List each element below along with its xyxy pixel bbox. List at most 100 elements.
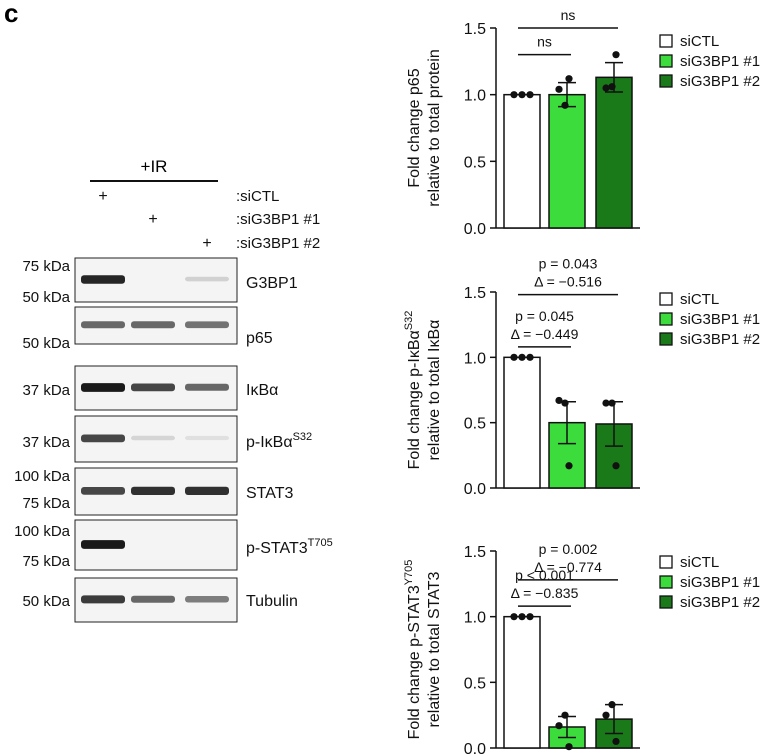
- data-point-bar1-3: [526, 353, 534, 361]
- blot-label-7: Tubulin: [246, 593, 298, 610]
- y-axis-label-line1: Fold change p65: [406, 68, 423, 187]
- band-row2-lane3: [185, 321, 229, 329]
- bar-3: [595, 76, 633, 229]
- condition-mark-2: +: [148, 211, 157, 228]
- significance-label-2-1: ns: [561, 7, 576, 23]
- data-point-bar3-2: [602, 84, 610, 92]
- data-point-bar1-3: [526, 613, 534, 621]
- legend-swatch-3: [659, 332, 673, 346]
- data-point-bar1-2: [518, 613, 526, 621]
- band-row6-lane1: [81, 540, 125, 549]
- condition-label-2: :siG3BP1 #1: [236, 211, 320, 228]
- y-tick-label: 1.0: [464, 88, 486, 105]
- band-row1-lane1: [81, 275, 125, 284]
- y-tick-label: 0.0: [464, 221, 486, 238]
- band-row5-lane3: [185, 486, 229, 496]
- y-axis-label: Fold change p-STAT3Y705 relative to total…: [403, 560, 443, 740]
- data-point-bar2-2: [555, 85, 563, 93]
- band-row4-lane1: [81, 434, 125, 443]
- y-tick-label: 0.5: [464, 416, 486, 433]
- legend-label-3: siG3BP1 #2: [680, 73, 760, 90]
- y-tick-label: 0.5: [464, 675, 486, 692]
- y-tick-label: 0.5: [464, 154, 486, 171]
- blot-label-3-name: IκBα: [246, 382, 278, 399]
- mw-marker-row4-1: 37 kDa: [22, 434, 70, 451]
- legend-swatch-1: [659, 292, 673, 306]
- condition-mark-3: +: [202, 235, 211, 252]
- band-row4-lane3: [185, 435, 229, 441]
- mw-marker-row5-1: 100 kDa: [14, 468, 71, 485]
- y-tick-label: 0.0: [464, 741, 486, 756]
- legend-label-2: siG3BP1 #1: [680, 574, 760, 591]
- data-point-bar3-3: [612, 462, 620, 470]
- legend-label-1: siCTL: [680, 291, 719, 308]
- data-point-bar2-2: [555, 396, 563, 405]
- y-axis-label-line1: Fold change p-STAT3Y705: [403, 560, 423, 740]
- band-row3-lane1: [81, 383, 125, 392]
- band-row5-lane2: [131, 486, 175, 496]
- blot-label-6-sup: T705: [308, 537, 333, 549]
- legend-swatch-1: [659, 555, 673, 569]
- blot-label-5-name: STAT3: [246, 485, 294, 502]
- band-row2-lane1: [81, 321, 125, 329]
- mw-marker-row3-1: 37 kDa: [22, 382, 70, 399]
- mw-marker-row1-2: 50 kDa: [22, 289, 70, 306]
- significance-label-1-2: Δ = −0.449: [511, 326, 579, 342]
- data-point-bar3-2: [602, 711, 610, 719]
- band-row1-lane3: [185, 276, 229, 282]
- blot-label-7-name: Tubulin: [246, 593, 298, 610]
- y-axis-label-sup: S32: [403, 311, 415, 331]
- mw-marker-row1-1: 75 kDa: [22, 258, 70, 275]
- significance-label-2-2: Δ = −0.516: [534, 274, 602, 290]
- y-axis-label-line1: Fold change p-IκBαS32: [403, 311, 423, 470]
- y-axis-label-sup: Y705: [403, 560, 415, 586]
- band-row7-lane2: [131, 595, 175, 603]
- data-point-bar1-1: [510, 613, 518, 621]
- band-row3-lane3: [185, 383, 229, 391]
- legend-label-3: siG3BP1 #2: [680, 594, 760, 611]
- data-point-bar2-2: [555, 722, 563, 730]
- data-point-bar3-1: [608, 83, 616, 91]
- legend-swatch-2: [659, 312, 673, 326]
- condition-label-1: :siCTL: [236, 188, 279, 205]
- data-point-bar3-1: [608, 701, 616, 709]
- treatment-label: +IR: [141, 157, 168, 176]
- blot-label-1: G3BP1: [246, 275, 298, 292]
- significance-label-2-2: Δ = −0.774: [534, 559, 602, 575]
- band-row7-lane3: [185, 596, 229, 603]
- data-point-bar3-3: [612, 51, 620, 59]
- data-point-bar2-1: [561, 711, 569, 719]
- panel-letter: c: [4, 0, 18, 28]
- data-point-bar1-2: [518, 353, 526, 361]
- legend-swatch-3: [659, 74, 673, 88]
- legend-swatch-2: [659, 54, 673, 68]
- band-row7-lane1: [81, 595, 125, 604]
- legend-label-1: siCTL: [680, 33, 719, 50]
- mw-marker-row7-1: 50 kDa: [22, 593, 70, 610]
- y-axis-label-line2: relative to total IκBα: [426, 320, 443, 461]
- bar-1: [503, 615, 541, 749]
- y-axis-label: Fold change p-IκBαS32 relative to total I…: [403, 311, 443, 470]
- blot-label-4: p-IκBαS32: [246, 431, 312, 451]
- bar-charts: 0.0 0.5 1.0 1.5 Fold change p65 relative to t…: [403, 7, 760, 756]
- legend-label-1: siCTL: [680, 554, 719, 571]
- legend-swatch-2: [659, 575, 673, 589]
- mw-marker-row6-2: 75 kDa: [22, 553, 70, 570]
- significance-label-2-1: p = 0.002: [539, 541, 598, 557]
- y-axis-label-line1-main: Fold change p65: [406, 68, 423, 187]
- bar-1: [503, 356, 541, 489]
- y-tick-label: 1.5: [464, 285, 486, 302]
- blot-label-1-name: G3BP1: [246, 275, 298, 292]
- bar-1: [503, 93, 541, 229]
- y-tick-label: 1.0: [464, 350, 486, 367]
- y-tick-label: 1.0: [464, 610, 486, 627]
- band-row5-lane1: [81, 487, 125, 495]
- y-axis-label-line1-main: Fold change p-IκBα: [406, 330, 423, 469]
- blot-label-4-sup: S32: [293, 431, 313, 443]
- y-tick-label: 0.0: [464, 481, 486, 498]
- data-point-bar3-1: [608, 399, 616, 407]
- band-row2-lane2: [131, 321, 175, 329]
- condition-mark-1: +: [98, 188, 107, 205]
